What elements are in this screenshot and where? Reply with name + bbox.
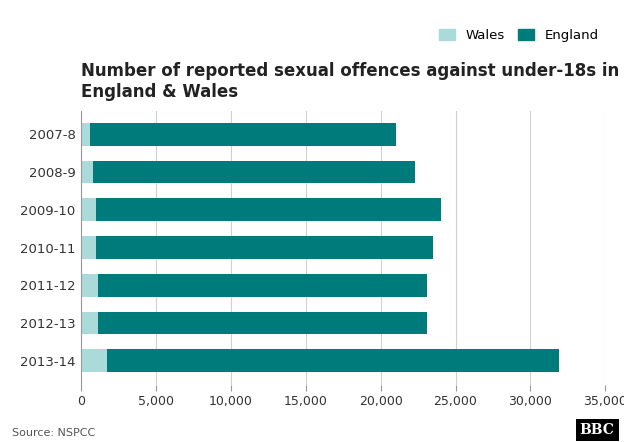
Bar (81, 123, 396, 145)
Bar (81, 312, 427, 334)
Bar (81, 236, 433, 259)
Bar (107, 350, 559, 372)
Bar (81, 350, 559, 372)
Bar (93, 161, 415, 183)
Text: Source: NSPCC: Source: NSPCC (12, 427, 95, 438)
Bar (81, 161, 415, 183)
Bar (90, 123, 396, 145)
Text: BBC: BBC (580, 423, 615, 437)
Bar (81, 274, 427, 297)
Bar (97, 312, 427, 334)
Text: Number of reported sexual offences against under-18s in
England & Wales: Number of reported sexual offences again… (81, 62, 620, 101)
Bar (97, 274, 427, 297)
Bar (96, 236, 433, 259)
Bar (81, 198, 441, 221)
Legend: Wales, England: Wales, England (439, 30, 598, 42)
Bar (96, 198, 441, 221)
